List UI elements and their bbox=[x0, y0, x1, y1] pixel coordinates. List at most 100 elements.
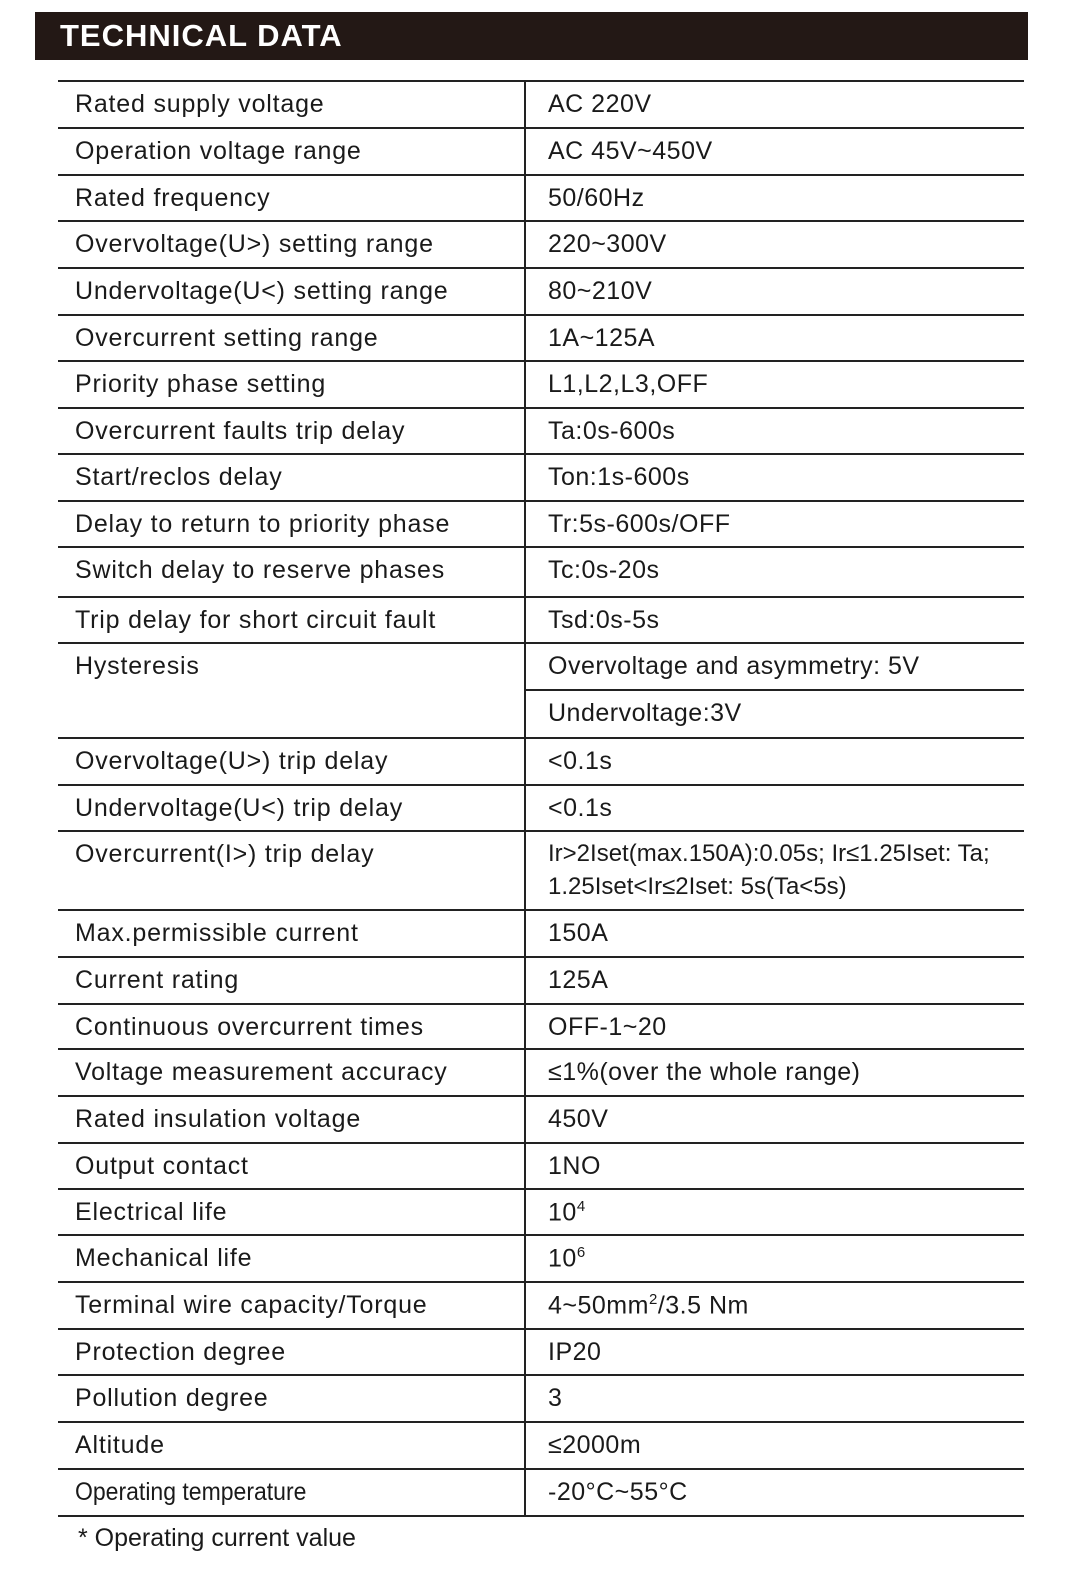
value-cell: IP20 bbox=[524, 1330, 1024, 1374]
row-value: Ir>2Iset(max.150A):0.05s; Ir≤1.25Iset: T… bbox=[548, 840, 990, 867]
row-label: Delay to return to priority phase bbox=[75, 510, 451, 538]
row-label: Hysteresis bbox=[75, 652, 200, 680]
table-row: Max.permissible current 150A bbox=[58, 911, 1024, 958]
value-cell: Ta:0s-600s bbox=[524, 409, 1024, 453]
row-value: Ton:1s-600s bbox=[548, 463, 690, 491]
table-row: Pollution degree 3 bbox=[58, 1376, 1024, 1423]
table-row: Overvoltage(U>) setting range 220~300V bbox=[58, 222, 1024, 269]
row-value: 125A bbox=[548, 966, 609, 994]
row-label: Priority phase setting bbox=[75, 370, 327, 398]
value-cell: 125A bbox=[524, 958, 1024, 1003]
row-label: Undervoltage(U<) setting range bbox=[75, 277, 449, 305]
table-row: Hysteresis Overvoltage and asymmetry: 5V U… bbox=[58, 644, 1024, 739]
value-cell: <0.1s bbox=[524, 786, 1024, 830]
row-value: 1NO bbox=[548, 1152, 601, 1180]
row-label: Overcurrent(I>) trip delay bbox=[75, 840, 375, 868]
value-cell: Tsd:0s-5s bbox=[524, 598, 1024, 642]
row-value: Overvoltage and asymmetry: 5V bbox=[548, 652, 920, 680]
value-cell: 450V bbox=[524, 1097, 1024, 1142]
table-row: Overcurrent(I>) trip delay Ir>2Iset(max.1… bbox=[58, 832, 1024, 911]
footnote: * Operating current value bbox=[78, 1524, 356, 1552]
value-superscript: 2 bbox=[648, 1291, 658, 1308]
value-cell: 80~210V bbox=[524, 269, 1024, 314]
value-cell: <0.1s bbox=[524, 739, 1024, 784]
value-cell: ≤2000m bbox=[524, 1423, 1024, 1468]
row-value: 4~50mm2/3.5 Nm bbox=[548, 1291, 749, 1320]
table-row: Terminal wire capacity/Torque 4~50mm2/3.5… bbox=[58, 1283, 1024, 1330]
row-value: ≤2000m bbox=[548, 1431, 642, 1459]
value-cell: OFF-1~20 bbox=[524, 1005, 1024, 1048]
value-text: 10 bbox=[548, 1198, 577, 1227]
table-row: Altitude ≤2000m bbox=[58, 1423, 1024, 1470]
table-row: Operation voltage range AC 45V~450V bbox=[58, 129, 1024, 176]
value-cell: 106 bbox=[524, 1236, 1024, 1281]
row-label: Rated supply voltage bbox=[75, 90, 325, 118]
value-cell: Tc:0s-20s bbox=[524, 548, 1024, 596]
table-row: Current rating 125A bbox=[58, 958, 1024, 1005]
row-value: Tsd:0s-5s bbox=[548, 606, 660, 634]
table-row: Delay to return to priority phase Tr:5s-6… bbox=[58, 502, 1024, 548]
row-value: OFF-1~20 bbox=[548, 1013, 667, 1041]
row-label: Altitude bbox=[75, 1431, 165, 1459]
table-row: Overvoltage(U>) trip delay <0.1s bbox=[58, 739, 1024, 786]
value-cell: 220~300V bbox=[524, 222, 1024, 267]
table-row: Output contact 1NO bbox=[58, 1144, 1024, 1190]
table-row: Mechanical life 106 bbox=[58, 1236, 1024, 1283]
row-value: <0.1s bbox=[548, 794, 613, 822]
row-label: Terminal wire capacity/Torque bbox=[75, 1291, 428, 1319]
row-label: Mechanical life bbox=[75, 1244, 253, 1272]
row-value: 104 bbox=[548, 1198, 586, 1227]
value-cell: ≤1%(over the whole range) bbox=[524, 1050, 1024, 1095]
row-value: ≤1%(over the whole range) bbox=[548, 1058, 861, 1086]
table-row: Rated insulation voltage 450V bbox=[58, 1097, 1024, 1144]
row-value-secondary: Undervoltage:3V bbox=[548, 699, 742, 727]
table-row: Continuous overcurrent times OFF-1~20 bbox=[58, 1005, 1024, 1050]
row-label: Start/reclos delay bbox=[75, 463, 283, 491]
table-row: Switch delay to reserve phases Tc:0s-20s bbox=[58, 548, 1024, 598]
value-superscript: 6 bbox=[576, 1244, 586, 1261]
value-cell: Ton:1s-600s bbox=[524, 455, 1024, 500]
row-value: Ta:0s-600s bbox=[548, 417, 676, 445]
row-label: Switch delay to reserve phases bbox=[75, 556, 446, 584]
row-label: Operation voltage range bbox=[75, 137, 362, 165]
row-value: IP20 bbox=[548, 1338, 602, 1366]
table-row: Undervoltage(U<) setting range 80~210V bbox=[58, 269, 1024, 316]
row-value: 50/60Hz bbox=[548, 184, 645, 212]
row-label: Max.permissible current bbox=[75, 919, 359, 947]
table-row: Overcurrent setting range 1A~125A bbox=[58, 316, 1024, 362]
value-cell: 150A bbox=[524, 911, 1024, 956]
value-cell: Ir>2Iset(max.150A):0.05s; Ir≤1.25Iset: T… bbox=[524, 832, 1024, 909]
row-label: Overvoltage(U>) trip delay bbox=[75, 747, 389, 775]
row-label: Trip delay for short circuit fault bbox=[75, 606, 437, 634]
row-label: Protection degree bbox=[75, 1338, 286, 1366]
value-cell: 50/60Hz bbox=[524, 176, 1024, 220]
value-suffix: /3.5 Nm bbox=[657, 1291, 749, 1320]
row-label: Output contact bbox=[75, 1152, 249, 1180]
value-cell: 4~50mm2/3.5 Nm bbox=[524, 1283, 1024, 1328]
value-cell: -20°C~55°C bbox=[524, 1470, 1024, 1515]
section-title: TECHNICAL DATA bbox=[60, 18, 343, 53]
row-value: AC 45V~450V bbox=[548, 137, 713, 165]
table-row: Protection degree IP20 bbox=[58, 1330, 1024, 1376]
row-label: Overvoltage(U>) setting range bbox=[75, 230, 434, 258]
table-row: Trip delay for short circuit fault Tsd:0s… bbox=[58, 598, 1024, 644]
row-value: Tc:0s-20s bbox=[548, 556, 660, 584]
row-label: Operating temperature bbox=[75, 1478, 307, 1506]
table-row: Overcurrent faults trip delay Ta:0s-600s bbox=[58, 409, 1024, 455]
table-row: Start/reclos delay Ton:1s-600s bbox=[58, 455, 1024, 502]
section-header: TECHNICAL DATA bbox=[35, 12, 1028, 60]
table-row: Voltage measurement accuracy ≤1%(over the… bbox=[58, 1050, 1024, 1097]
row-label: Rated insulation voltage bbox=[75, 1105, 362, 1133]
row-label: Overcurrent setting range bbox=[75, 324, 379, 352]
value-cell: 104 bbox=[524, 1190, 1024, 1234]
table-row: Rated frequency 50/60Hz bbox=[58, 176, 1024, 222]
value-cell: 3 bbox=[524, 1376, 1024, 1421]
value-cell: L1,L2,L3,OFF bbox=[524, 362, 1024, 407]
table-row: Undervoltage(U<) trip delay <0.1s bbox=[58, 786, 1024, 832]
row-value: <0.1s bbox=[548, 747, 613, 775]
table-row: Operating temperature -20°C~55°C bbox=[58, 1470, 1024, 1517]
value-cell: Tr:5s-600s/OFF bbox=[524, 502, 1024, 546]
row-value: 150A bbox=[548, 919, 609, 947]
row-value: 220~300V bbox=[548, 230, 667, 258]
row-value: Tr:5s-600s/OFF bbox=[548, 510, 731, 538]
